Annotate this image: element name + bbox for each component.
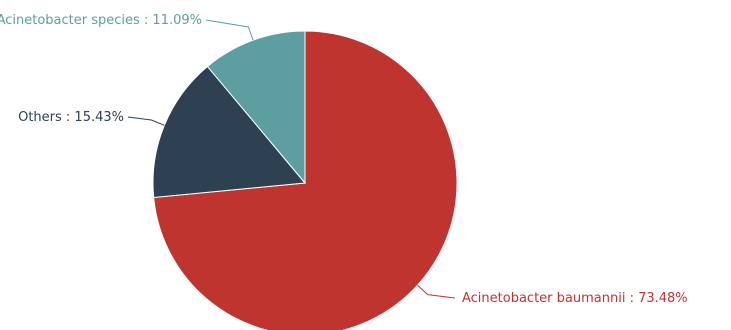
slice-labels: Acinetobacter baumannii : 73.48% Others … [0,13,688,306]
pie-slice-acinetobacter-species [206,30,306,185]
leader-lines [127,19,456,299]
leader-line-acinetobacter-species [205,19,254,41]
pie-slices [152,30,458,330]
slice-label-acinetobacter-species: Acinetobacter species : 11.09% [0,13,202,28]
leader-line-others [127,116,165,126]
slice-label-acinetobacter-baumannii: Acinetobacter baumannii : 73.48% [462,291,688,306]
pie-slice-others [152,65,306,199]
slice-label-others: Others : 15.43% [18,110,124,125]
leader-line-acinetobacter-baumannii [417,284,456,299]
